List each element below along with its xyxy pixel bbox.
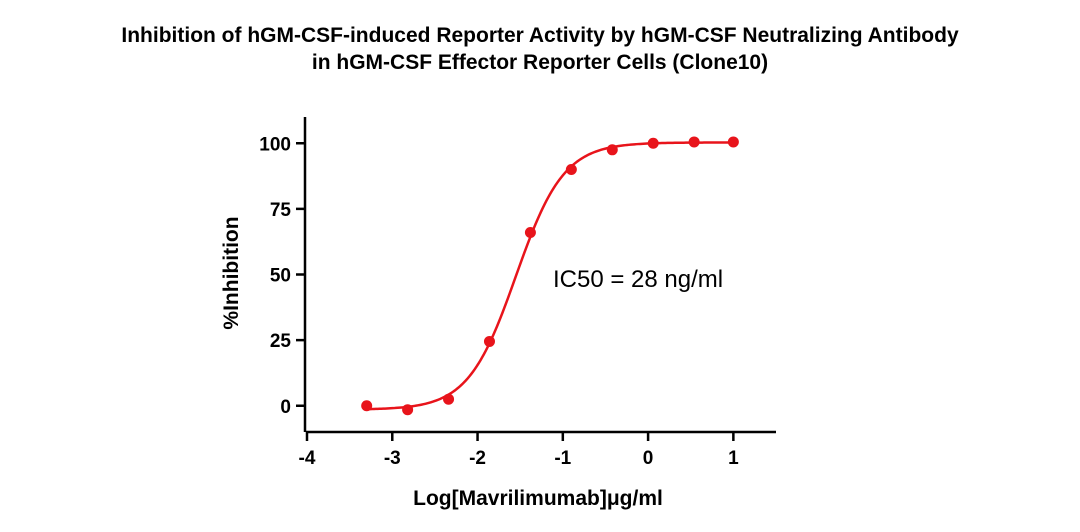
data-point bbox=[483, 335, 495, 347]
data-point bbox=[565, 164, 577, 175]
y-tick-label: 0 bbox=[280, 397, 291, 418]
y-axis-title: %Inhibition bbox=[220, 216, 243, 329]
ic50-annotation: IC50 = 28 ng/ml bbox=[553, 266, 723, 293]
x-tick-label: -2 bbox=[469, 448, 486, 469]
fit-curve-group bbox=[366, 141, 734, 411]
axes-group: 0 25 50 75 100 -4 -3 -2 -1 0 1 bbox=[259, 117, 776, 469]
x-tick-label: -4 bbox=[299, 448, 316, 469]
x-axis-title: Log[Mavrilimumab]μg/ml bbox=[413, 487, 663, 510]
data-point bbox=[606, 144, 618, 156]
fit-curve bbox=[366, 141, 734, 411]
x-tick-label: 0 bbox=[643, 448, 654, 469]
data-point bbox=[402, 404, 414, 416]
data-point bbox=[688, 136, 700, 148]
x-tick-label: -1 bbox=[554, 448, 571, 469]
y-tick-label: 75 bbox=[270, 200, 292, 221]
data-point bbox=[727, 136, 739, 148]
y-tick-label: 100 bbox=[259, 134, 291, 155]
data-point bbox=[647, 137, 659, 149]
chart-title-block: Inhibition of hGM-CSF-induced Reporter A… bbox=[0, 22, 1080, 76]
data-point bbox=[443, 393, 455, 405]
chart-subtitle: in hGM-CSF Effector Reporter Cells (Clon… bbox=[311, 51, 769, 74]
data-point bbox=[361, 400, 373, 412]
data-point bbox=[524, 227, 536, 238]
x-tick-label: 1 bbox=[728, 448, 739, 469]
x-tick-label: -3 bbox=[384, 448, 401, 469]
data-points-group bbox=[361, 136, 739, 416]
chart-title: Inhibition of hGM-CSF-induced Reporter A… bbox=[121, 24, 959, 47]
y-tick-label: 50 bbox=[270, 266, 291, 287]
y-tick-label: 25 bbox=[270, 331, 292, 352]
